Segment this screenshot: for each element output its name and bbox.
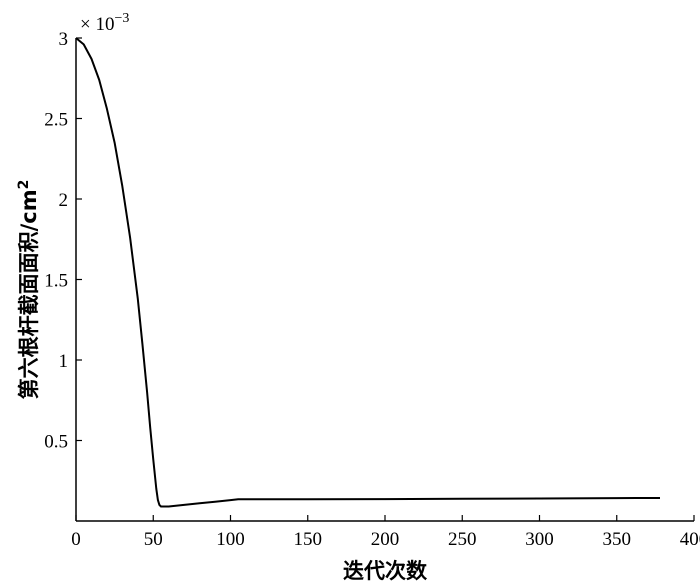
y-tick-label: 1.5 bbox=[44, 271, 68, 292]
x-tick-label: 100 bbox=[216, 529, 245, 550]
ticks: 0 50 100 150 200 250 300 350 400 0.5 1 1.5 2 2.5 3 bbox=[44, 29, 700, 550]
x-tick-label: 400 bbox=[680, 529, 700, 550]
y-axis-multiplier: × 10−3 bbox=[80, 11, 129, 35]
y-tick-label: 1 bbox=[59, 351, 69, 372]
plot-area bbox=[75, 37, 661, 508]
y-tick-label: 2 bbox=[59, 190, 69, 211]
x-tick-label: 200 bbox=[371, 529, 400, 550]
x-tick-label: 50 bbox=[144, 529, 163, 550]
y-axis-title: 第六根杆截面面积/cm2 bbox=[16, 180, 41, 400]
series-line bbox=[75, 37, 661, 508]
x-tick-label: 0 bbox=[71, 529, 81, 550]
y-tick-label: 2.5 bbox=[44, 110, 68, 131]
y-tick-label: 3 bbox=[59, 29, 69, 50]
x-tick-label: 300 bbox=[525, 529, 554, 550]
x-axis-title: 迭代次数 bbox=[343, 559, 428, 583]
x-tick-label: 250 bbox=[448, 529, 477, 550]
y-tick-label: 0.5 bbox=[44, 432, 68, 453]
x-tick-label: 150 bbox=[294, 529, 323, 550]
axes bbox=[75, 38, 694, 522]
x-tick-label: 350 bbox=[603, 529, 632, 550]
